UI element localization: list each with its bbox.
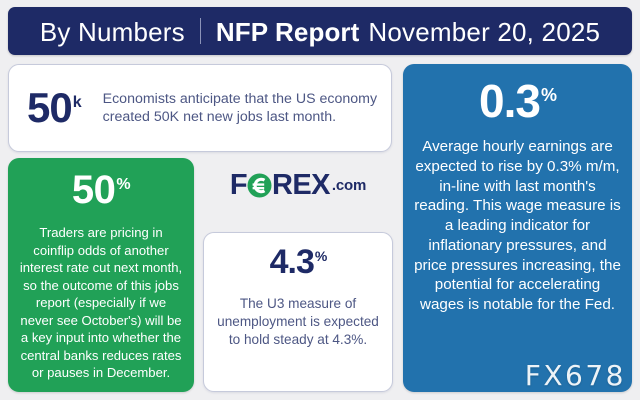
header-date: November 20, 2025 xyxy=(368,16,601,47)
header-report-title: NFP Report xyxy=(215,16,360,47)
header-content: By Numbers NFP Report November 20, 2025 xyxy=(40,15,600,48)
forex-logo: F REX .com xyxy=(203,165,393,205)
stat-description-rate-cut-odds: Traders are pricing in coinflip odds of … xyxy=(19,225,183,381)
stat-card-rate-cut-odds: 50% Traders are pricing in coinflip odds… xyxy=(8,158,194,392)
stat-card-jobs: 50k Economists anticipate that the US ec… xyxy=(8,64,392,152)
stat-description-unemployment: The U3 measure of unemployment is expect… xyxy=(217,296,379,347)
stat-value-rate-cut-odds: 50% xyxy=(71,168,131,212)
stat-value-rate-cut-odds-unit: % xyxy=(116,175,131,193)
stat-card-earnings: 0.3% Average hourly earnings are expecte… xyxy=(403,64,632,392)
logo-text-suffix: REX xyxy=(272,168,330,201)
stat-value-unemployment-number: 4.3 xyxy=(269,243,315,281)
header-bar: By Numbers NFP Report November 20, 2025 xyxy=(8,7,632,55)
stat-value-jobs: 50k xyxy=(27,84,82,131)
stat-value-earnings-unit: % xyxy=(540,84,557,105)
stat-value-earnings-number: 0.3 xyxy=(479,75,541,127)
header-left-label: By Numbers xyxy=(39,16,185,47)
stat-description-jobs: Economists anticipate that the US econom… xyxy=(102,90,378,125)
logo-text-prefix: F xyxy=(229,168,248,201)
stat-value-jobs-number: 50 xyxy=(27,84,73,131)
logo-dotcom: .com xyxy=(331,176,367,194)
stat-value-rate-cut-odds-number: 50 xyxy=(71,168,116,212)
stat-card-unemployment: 4.3% The U3 measure of unemployment is e… xyxy=(203,232,393,392)
stat-value-unemployment-unit: % xyxy=(314,247,327,264)
header-divider xyxy=(199,17,201,44)
euro-circle-icon xyxy=(247,173,272,198)
stat-value-earnings: 0.3% xyxy=(411,78,624,124)
stat-value-jobs-unit: k xyxy=(72,94,82,111)
stat-description-earnings: Average hourly earnings are expected to … xyxy=(414,138,621,313)
stat-value-unemployment: 4.3% xyxy=(214,245,382,279)
